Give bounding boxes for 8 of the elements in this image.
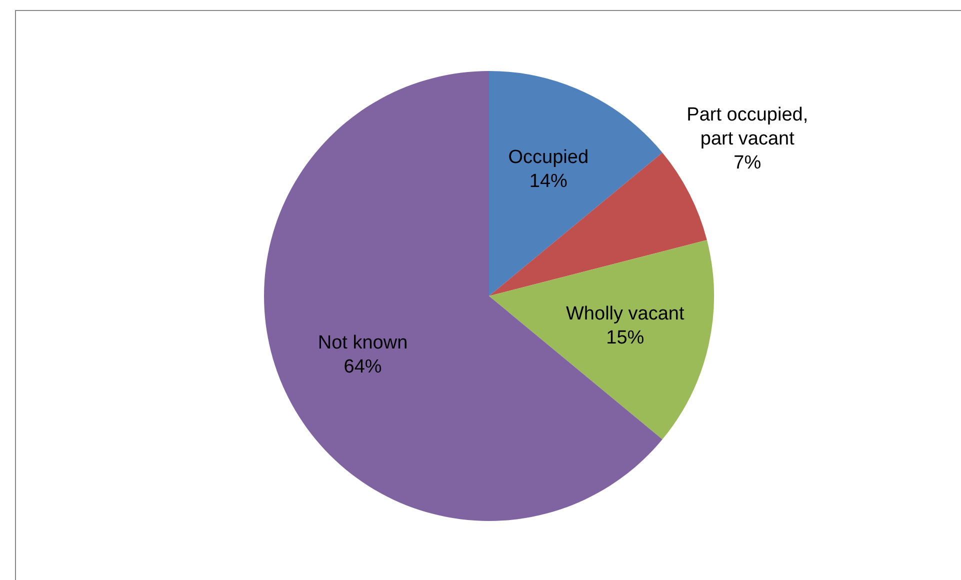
slice-label: Wholly vacant — [566, 304, 685, 325]
slice-label: Not known — [318, 332, 408, 354]
data-label: 15% — [606, 328, 644, 349]
slice-label: Occupied — [508, 147, 589, 168]
data-label: 64% — [344, 356, 382, 378]
data-label: 14% — [529, 171, 568, 192]
slice-label: Part occupied, part vacant — [686, 104, 808, 150]
data-label: 7% — [734, 152, 762, 174]
